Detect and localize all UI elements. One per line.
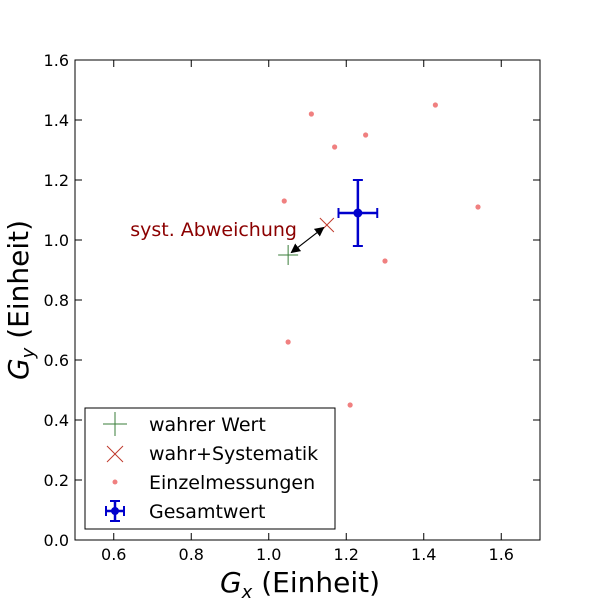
y-axis-title: Gy (Einheit) <box>2 220 39 380</box>
data-point-einzelmessung <box>432 102 438 108</box>
x-tick-label: 1.6 <box>489 545 514 564</box>
y-tick-label: 1.4 <box>44 111 69 130</box>
x-axis-title: Gx (Einheit) <box>220 566 380 600</box>
data-point-wahrer-wert <box>278 245 299 265</box>
y-tick-label: 1.6 <box>44 51 69 70</box>
data-point-gesamtwert <box>337 179 379 247</box>
legend-label-gesamtwert: Gesamtwert <box>149 501 265 523</box>
y-tick-label: 0.4 <box>44 411 69 430</box>
x-tick-label: 0.6 <box>101 545 126 564</box>
legend-icon-wahrer-wert <box>103 412 127 436</box>
y-tick-label: 0.0 <box>44 531 69 550</box>
data-point-wahr-systematik <box>319 217 335 233</box>
legend-label-einzelmessungen: Einzelmessungen <box>149 472 315 494</box>
x-tick-label: 1.0 <box>256 545 281 564</box>
annotation: syst. Abweichung <box>130 219 325 254</box>
data-point-einzelmessung <box>285 339 291 345</box>
y-tick-label: 1.2 <box>44 171 69 190</box>
data-point-einzelmessung <box>347 402 353 408</box>
y-tick-label: 0.6 <box>44 351 69 370</box>
data-point-einzelmessung <box>281 198 287 204</box>
annotation-text: syst. Abweichung <box>130 219 297 241</box>
y-tick-label: 0.2 <box>44 471 69 490</box>
legend: wahrer Wert wahr+Systematik Einzelmessun… <box>84 407 336 530</box>
ticks-layer: 0.6 0.8 1.0 1.2 1.4 1.6 0.0 0.2 0.4 0.6 0.8 1.0 1.2 1… <box>44 51 540 564</box>
x-tick-label: 1.4 <box>411 545 436 564</box>
data-point-einzelmessung <box>382 258 388 264</box>
x-tick-label: 1.2 <box>334 545 359 564</box>
x-tick-label: 0.8 <box>179 545 204 564</box>
plot-frame <box>74 59 541 541</box>
marks-layer <box>278 102 481 408</box>
gesamtwert-marker <box>353 208 363 218</box>
annotation-arrow <box>290 226 325 254</box>
legend-icon-gesamtwert <box>105 500 125 522</box>
data-point-einzelmessung <box>363 132 369 138</box>
legend-icon-wahr-systematik <box>106 445 124 463</box>
legend-label-wahrer-wert: wahrer Wert <box>149 414 266 436</box>
legend-box <box>84 407 336 530</box>
data-point-einzelmessung <box>332 144 338 150</box>
data-point-einzelmessung <box>475 204 481 210</box>
data-point-einzelmessung <box>308 111 314 117</box>
legend-icon-einzelmessungen <box>112 479 118 485</box>
legend-label-wahr-systematik: wahr+Systematik <box>149 443 318 465</box>
y-tick-label: 1.0 <box>44 231 69 250</box>
y-tick-label: 0.8 <box>44 291 69 310</box>
